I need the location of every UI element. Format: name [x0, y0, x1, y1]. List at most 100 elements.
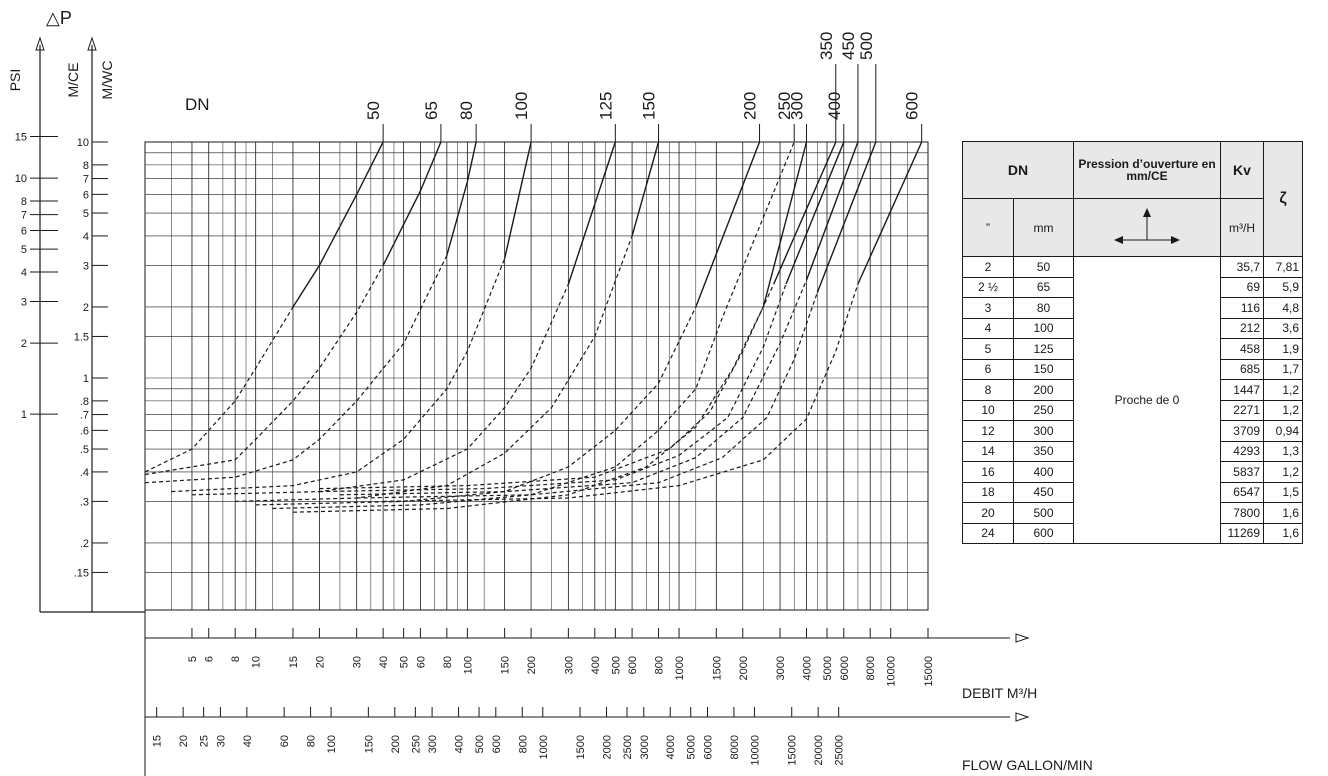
mwc-axis-label: M/WC — [99, 61, 115, 100]
direction-arrows-icon — [1073, 198, 1221, 257]
m3h-tick-label: 15000 — [923, 656, 935, 687]
table-cell-kv: 116 — [1220, 297, 1264, 319]
psi-axis-label: PSI — [7, 69, 23, 92]
table-cell-kv: 5837 — [1220, 461, 1264, 483]
series-125-label: 125 — [596, 92, 615, 120]
series-125-dashed-curve — [191, 283, 569, 496]
series-100-label: 100 — [512, 92, 531, 120]
mce-tick-label: 1.5 — [74, 331, 89, 343]
gpm-axis-label: FLOW GALLON/MIN — [962, 757, 1093, 773]
series-250-label: 250 — [775, 92, 794, 120]
series-450-dashed-curve — [339, 279, 808, 496]
mce-tick-label: .4 — [80, 467, 89, 479]
table-cell-inch: 4 — [962, 317, 1014, 339]
series-100-solid-curve — [503, 141, 532, 259]
m3h-tick-label: 5000 — [822, 656, 834, 680]
series-50-dashed-curve — [144, 306, 294, 473]
gpm-axis-arrow-icon — [1015, 712, 1030, 722]
m3h-tick-label: 200 — [526, 656, 538, 674]
gpm-tick-label: 1500 — [575, 735, 587, 759]
table-cell-mm: 100 — [1013, 317, 1074, 339]
series-65-label: 65 — [422, 101, 441, 120]
series-300-label: 300 — [787, 92, 806, 120]
table-cell-mm: 50 — [1013, 256, 1074, 278]
valve-data-table: DN Pression d’ouverture en mm/CE Kv ζ ” … — [962, 141, 1303, 544]
table-cell-mm: 65 — [1013, 276, 1074, 298]
mce-tick-label: 8 — [83, 160, 89, 172]
mce-tick-label: .7 — [80, 410, 89, 422]
gpm-tick-label: 300 — [427, 735, 439, 753]
table-cell-zeta: 0,94 — [1263, 420, 1303, 442]
gpm-tick-label: 30 — [215, 735, 227, 747]
mce-tick-label: .3 — [80, 496, 89, 508]
m3h-tick-label: 800 — [654, 656, 666, 674]
series-450-label: 450 — [839, 32, 858, 60]
gpm-tick-label: 15000 — [787, 735, 799, 766]
table-cell-mm: 150 — [1013, 358, 1074, 380]
psi-tick-label: 1 — [21, 409, 27, 421]
mce-axis-label: M/CE — [65, 63, 81, 98]
mce-tick-label: 5 — [83, 208, 89, 220]
gpm-tick-label: 200 — [390, 735, 402, 753]
table-row: 5 125 458 1,9 — [962, 338, 1303, 360]
gpm-tick-label: 10000 — [749, 735, 761, 766]
table-cell-mm: 600 — [1013, 522, 1074, 544]
series-80-solid-curve — [446, 141, 477, 256]
table-cell-zeta: 1,2 — [1263, 379, 1303, 401]
mce-tick-label: .15 — [74, 567, 89, 579]
gpm-tick-label: 250 — [410, 735, 422, 753]
m3h-tick-label: 20 — [314, 656, 326, 668]
table-cell-pression: Proche de 0 — [1073, 256, 1221, 544]
series-150-label: 150 — [640, 92, 659, 120]
m3h-tick-label: 10 — [251, 656, 263, 668]
series-300-solid-curve — [762, 141, 808, 308]
table-body: 2 50 Proche de 0 35,7 7,81 2 ½ 65 69 5,9 3 80 116 4,… — [962, 256, 1303, 544]
table-cell-mm: 125 — [1013, 338, 1074, 360]
m3h-tick-label: 10000 — [886, 656, 898, 687]
gpm-tick-label: 1000 — [538, 735, 550, 759]
table-cell-kv: 4293 — [1220, 440, 1264, 462]
gpm-tick-label: 500 — [474, 735, 486, 753]
table-cell-zeta: 1,5 — [1263, 481, 1303, 503]
table-cell-inch: 14 — [962, 440, 1014, 462]
m3h-tick-label: 300 — [563, 656, 575, 674]
m3h-axis-arrow-icon — [1015, 633, 1030, 643]
axes-layer — [30, 36, 1030, 776]
mce-tick-label: .5 — [80, 444, 89, 456]
table-cell-mm: 200 — [1013, 379, 1074, 401]
curve-layer — [144, 141, 923, 513]
mce-tick-label: 6 — [83, 189, 89, 201]
table-cell-inch: 3 — [962, 297, 1014, 319]
series-200-solid-curve — [695, 141, 761, 308]
gpm-tick-label: 8000 — [729, 735, 741, 759]
table-cell-kv: 458 — [1220, 338, 1264, 360]
table-sub-inch: ” — [962, 198, 1014, 257]
psi-axis-arrow-icon — [35, 36, 45, 51]
table-cell-zeta: 7,81 — [1263, 256, 1303, 278]
gpm-tick-label: 2000 — [601, 735, 613, 759]
series-600-dashed-curve — [383, 283, 859, 502]
table-cell-inch: 24 — [962, 522, 1014, 544]
table-row: 16 400 5837 1,2 — [962, 461, 1303, 483]
series-150-dashed-curve — [235, 235, 633, 502]
table-cell-kv: 1447 — [1220, 379, 1264, 401]
table-cell-zeta: 1,6 — [1263, 522, 1303, 544]
m3h-axis-label: DEBIT M³/H — [962, 685, 1037, 701]
mce-tick-label: 3 — [83, 260, 89, 272]
m3h-tick-label: 1000 — [674, 656, 686, 680]
m3h-tick-label: 2000 — [738, 656, 750, 680]
table-cell-inch: 5 — [962, 338, 1014, 360]
psi-tick-label: 2 — [21, 338, 27, 350]
psi-tick-label: 3 — [21, 297, 27, 309]
m3h-tick-label: 400 — [590, 656, 602, 674]
gpm-tick-label: 20 — [178, 735, 190, 747]
gpm-tick-label: 15 — [152, 735, 164, 747]
gpm-tick-label: 4000 — [665, 735, 677, 759]
gpm-tick-label: 25000 — [834, 735, 846, 766]
psi-tick-label: 15 — [15, 132, 27, 144]
table-cell-inch: 2 — [962, 256, 1014, 278]
table-cell-kv: 685 — [1220, 358, 1264, 380]
m3h-tick-label: 40 — [378, 656, 390, 668]
gpm-tick-label: 2500 — [622, 735, 634, 759]
